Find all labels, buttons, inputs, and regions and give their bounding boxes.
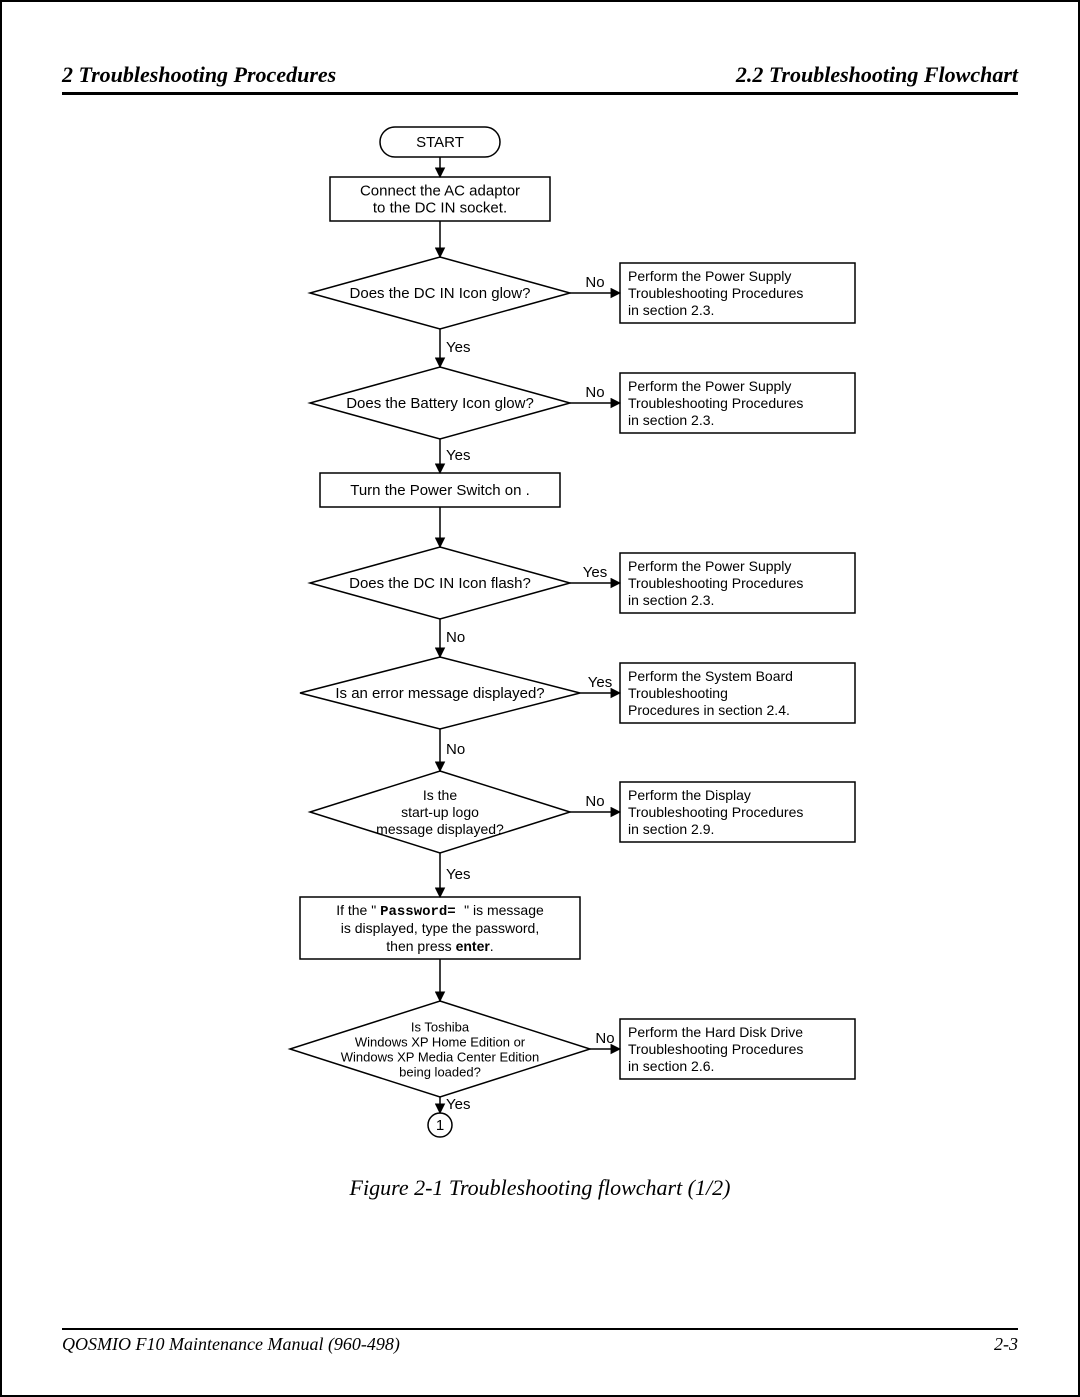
header-right: 2.2 Troubleshooting Flowchart [736, 62, 1018, 88]
troubleshooting-flowchart: START Connect the AC adaptorto the DC IN … [190, 107, 890, 1167]
svg-text:Yes: Yes [446, 339, 470, 356]
svg-text:Yes: Yes [446, 866, 470, 883]
svg-text:Perform the Display: Perform the Display [628, 787, 751, 803]
svg-text:Is an error message displayed?: Is an error message displayed? [335, 685, 544, 702]
svg-text:Does the DC IN Icon glow?: Does the DC IN Icon glow? [350, 285, 531, 302]
svg-text:If the " Password= " is messag: If the " Password= " is message [336, 902, 544, 920]
svg-text:is displayed, type the passwor: is displayed, type the password, [341, 920, 539, 936]
footer-left: QOSMIO F10 Maintenance Manual (960-498) [62, 1334, 400, 1355]
svg-text:Does the DC IN Icon flash?: Does the DC IN Icon flash? [349, 575, 531, 592]
page: 2 Troubleshooting Procedures 2.2 Trouble… [0, 0, 1080, 1397]
svg-text:Is Toshiba: Is Toshiba [411, 1020, 470, 1035]
svg-text:No: No [585, 793, 604, 810]
svg-text:start-up logo: start-up logo [401, 804, 479, 820]
svg-text:Perform the Power Supply: Perform the Power Supply [628, 558, 791, 574]
svg-text:Turn the Power Switch on .: Turn the Power Switch on . [350, 482, 530, 499]
svg-text:Windows XP Home Edition or: Windows XP Home Edition or [355, 1035, 526, 1050]
svg-text:message displayed?: message displayed? [376, 821, 504, 837]
svg-text:Connect the AC adaptor: Connect the AC adaptor [360, 183, 520, 200]
svg-text:Is the: Is the [423, 787, 457, 803]
flowchart-container: START Connect the AC adaptorto the DC IN … [62, 107, 1018, 1167]
svg-text:Perform the System Board: Perform the System Board [628, 668, 793, 684]
figure-caption: Figure 2-1 Troubleshooting flowchart (1/… [62, 1175, 1018, 1201]
footer-right: 2-3 [994, 1334, 1018, 1355]
svg-text:No: No [595, 1030, 614, 1047]
svg-text:Troubleshooting Procedures: Troubleshooting Procedures [628, 285, 803, 301]
svg-text:Troubleshooting Procedures: Troubleshooting Procedures [628, 1041, 803, 1057]
svg-text:Procedures in section 2.4.: Procedures in section 2.4. [628, 702, 790, 718]
svg-text:Perform the Power Supply: Perform the Power Supply [628, 378, 791, 394]
svg-text:Perform the Hard Disk Drive: Perform the Hard Disk Drive [628, 1024, 803, 1040]
svg-text:Yes: Yes [588, 674, 612, 691]
svg-text:in section 2.3.: in section 2.3. [628, 412, 714, 428]
svg-text:being loaded?: being loaded? [399, 1065, 481, 1080]
svg-text:No: No [446, 629, 465, 646]
svg-text:No: No [585, 384, 604, 401]
svg-text:Windows XP Media Center Editio: Windows XP Media Center Edition [341, 1050, 539, 1065]
svg-text:Does the Battery Icon glow?: Does the Battery Icon glow? [346, 395, 534, 412]
svg-text:to the DC IN socket.: to the DC IN socket. [373, 200, 507, 217]
svg-text:1: 1 [436, 1117, 444, 1134]
svg-text:in section 2.3.: in section 2.3. [628, 302, 714, 318]
svg-text:Perform the Power Supply: Perform the Power Supply [628, 268, 791, 284]
svg-text:in section 2.9.: in section 2.9. [628, 821, 714, 837]
svg-text:Troubleshooting Procedures: Troubleshooting Procedures [628, 804, 803, 820]
svg-text:in section 2.3.: in section 2.3. [628, 592, 714, 608]
svg-text:Yes: Yes [446, 1096, 470, 1113]
svg-text:No: No [585, 274, 604, 291]
svg-text:Troubleshooting: Troubleshooting [628, 685, 728, 701]
svg-text:START: START [416, 134, 464, 151]
svg-text:Troubleshooting Procedures: Troubleshooting Procedures [628, 395, 803, 411]
svg-text:Yes: Yes [446, 447, 470, 464]
svg-text:Troubleshooting Procedures: Troubleshooting Procedures [628, 575, 803, 591]
page-footer: QOSMIO F10 Maintenance Manual (960-498) … [62, 1328, 1018, 1355]
svg-text:then press enter.: then press enter. [386, 938, 493, 954]
page-header: 2 Troubleshooting Procedures 2.2 Trouble… [62, 62, 1018, 95]
svg-text:Yes: Yes [583, 564, 607, 581]
svg-text:No: No [446, 741, 465, 758]
header-left: 2 Troubleshooting Procedures [62, 62, 336, 88]
svg-text:in section 2.6.: in section 2.6. [628, 1058, 714, 1074]
